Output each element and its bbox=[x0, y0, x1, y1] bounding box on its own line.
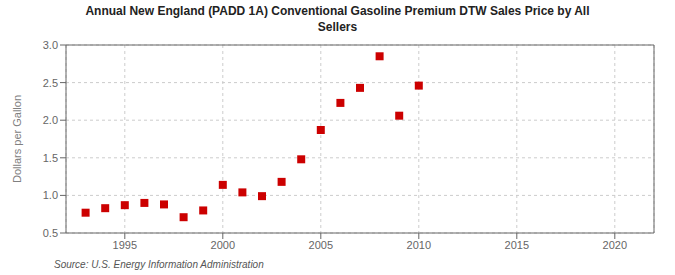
svg-text:1.0: 1.0 bbox=[43, 189, 58, 201]
svg-text:3.0: 3.0 bbox=[43, 39, 58, 51]
svg-text:2005: 2005 bbox=[309, 239, 333, 251]
svg-text:2000: 2000 bbox=[211, 239, 235, 251]
svg-text:2.5: 2.5 bbox=[43, 77, 58, 89]
svg-text:2.0: 2.0 bbox=[43, 114, 58, 126]
html-text:Source: U.S. Energy Informatio: Source: U.S. Energy Information Administ… bbox=[54, 259, 264, 270]
svg-text:1995: 1995 bbox=[113, 239, 137, 251]
html-text:Annual New England (PADD 1A) C: Annual New England (PADD 1A) Conventiona… bbox=[85, 4, 590, 34]
svg-text:1.5: 1.5 bbox=[43, 152, 58, 164]
svg-text:Dollars per Gallon: Dollars per Gallon bbox=[11, 95, 23, 183]
svg-text:2020: 2020 bbox=[603, 239, 627, 251]
svg-text:2015: 2015 bbox=[505, 239, 529, 251]
svg-text:2010: 2010 bbox=[407, 239, 431, 251]
svg-text:0.5: 0.5 bbox=[43, 227, 58, 239]
